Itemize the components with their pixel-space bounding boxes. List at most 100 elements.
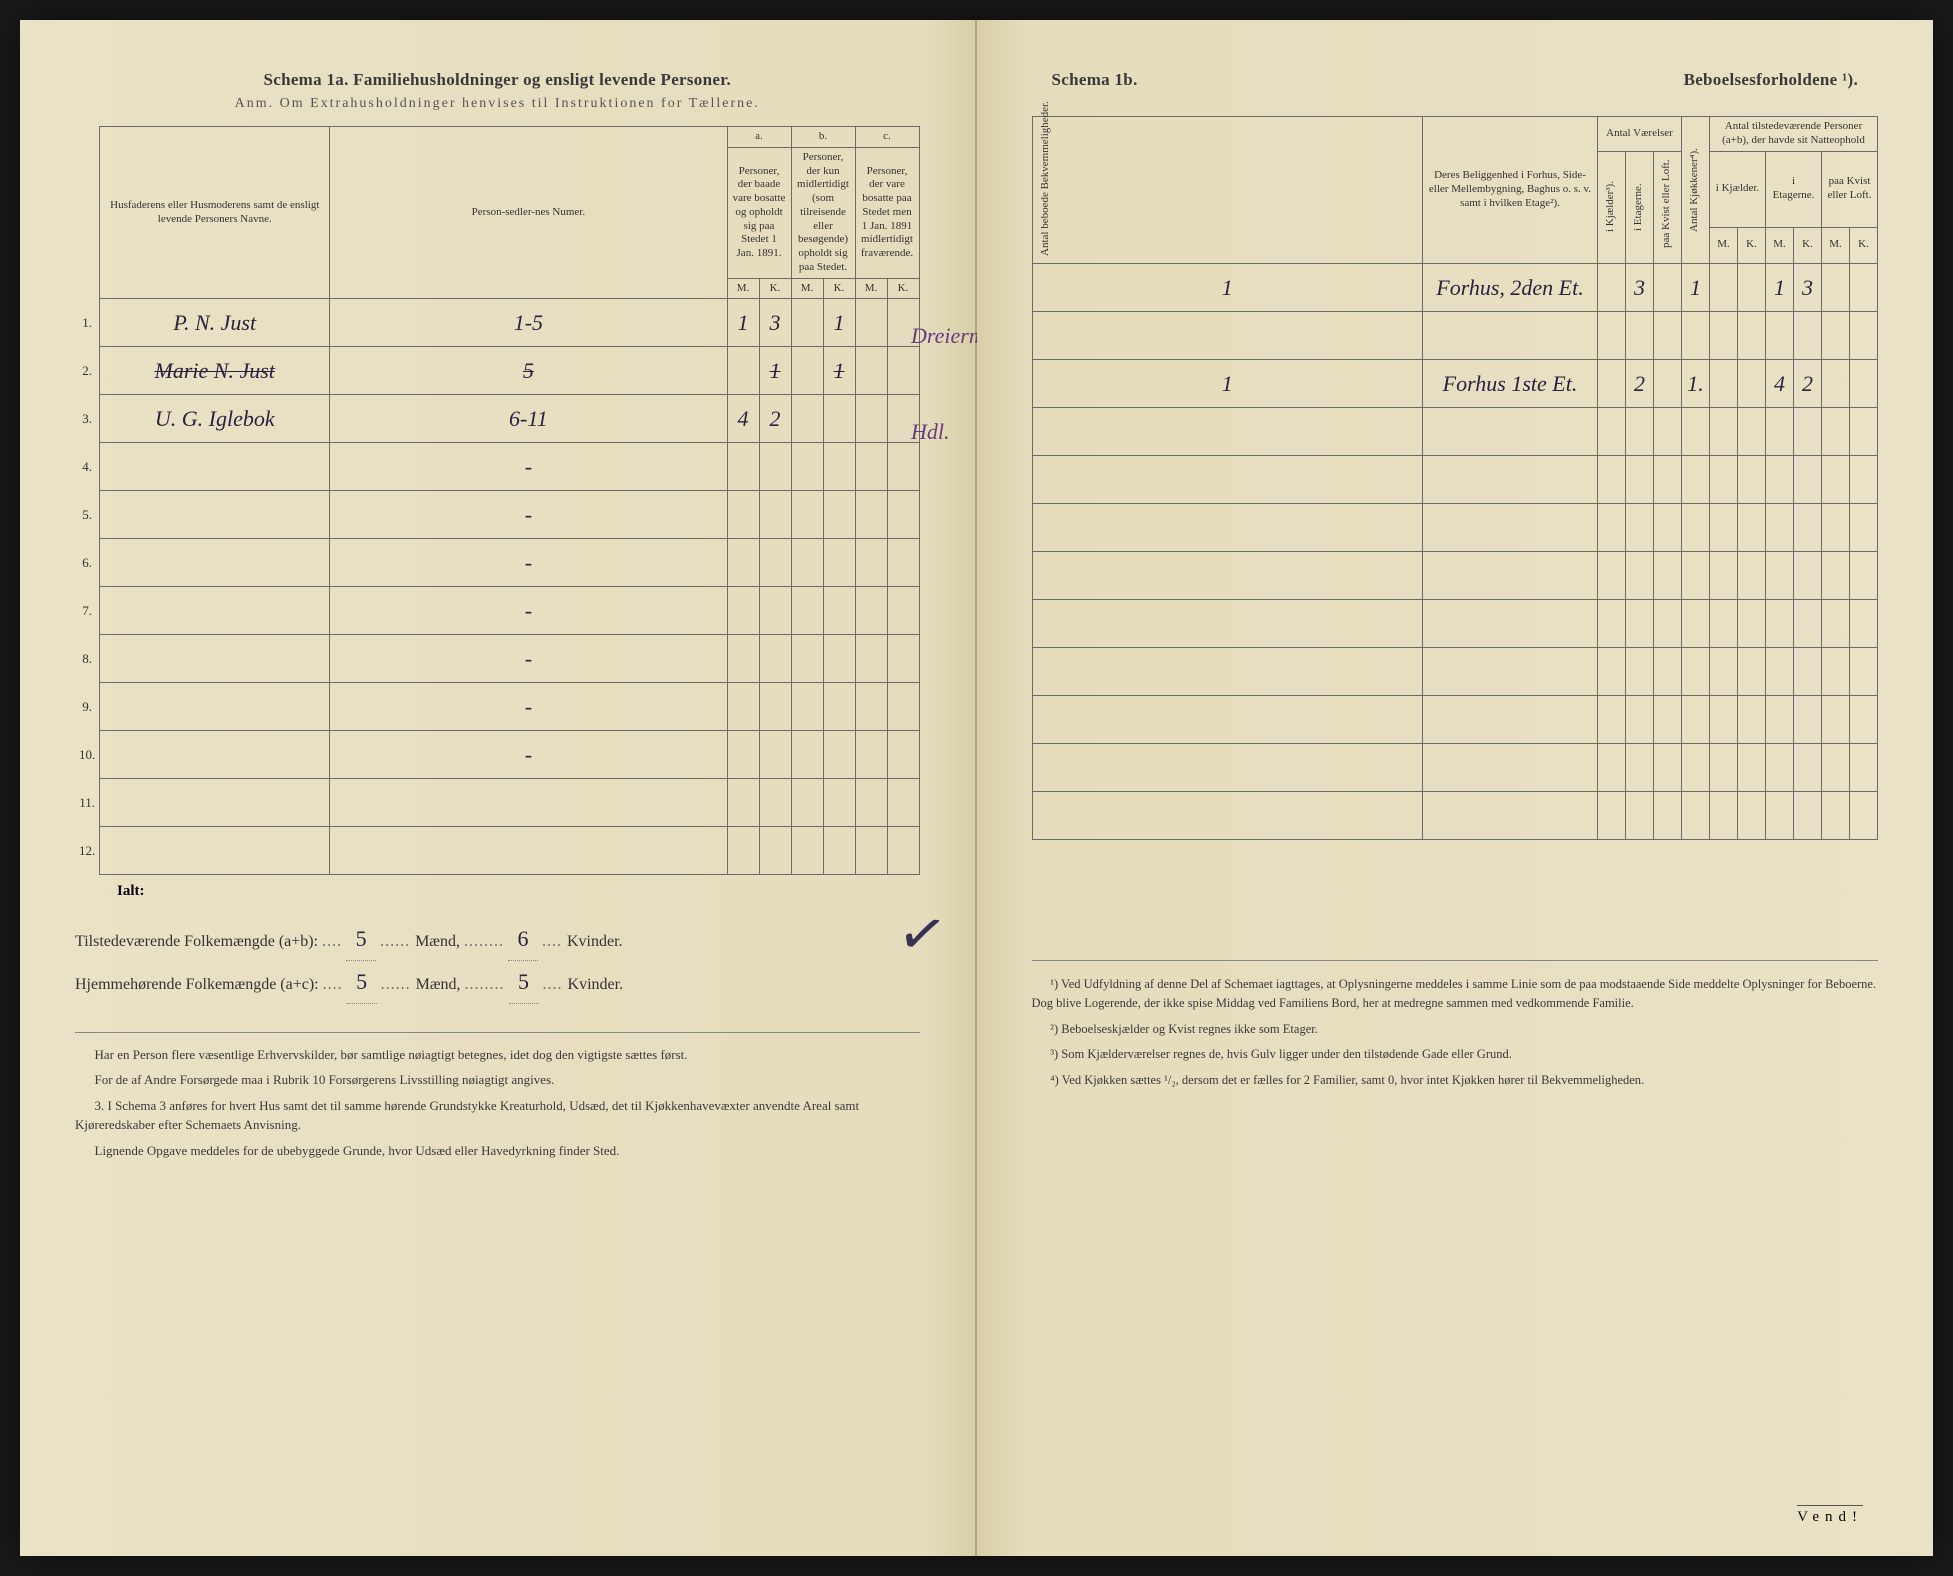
vend-label: Vend! [1797, 1505, 1863, 1526]
kj-k [1738, 264, 1766, 312]
kj-m [1710, 504, 1738, 552]
c-m [855, 299, 887, 347]
col-b-m: M. [791, 278, 823, 299]
kj-m [1710, 456, 1738, 504]
b-k [823, 635, 855, 683]
location [1423, 408, 1598, 456]
et-m [1766, 744, 1794, 792]
b-k [823, 395, 855, 443]
room-kv [1654, 264, 1682, 312]
room-et [1626, 696, 1654, 744]
b-m [791, 731, 823, 779]
person-num: - [330, 539, 727, 587]
c-m [855, 779, 887, 827]
name-cell [100, 635, 330, 683]
table-row: 6. - [75, 539, 919, 587]
footnote-2: For de af Andre Forsørgede maa i Rubrik … [75, 1070, 920, 1090]
location [1423, 504, 1598, 552]
kj-k [1738, 360, 1766, 408]
a-k [759, 587, 791, 635]
kv-m [1822, 312, 1850, 360]
name-cell [100, 731, 330, 779]
right-footnotes: ¹) Ved Udfyldning af denne Del af Schema… [1032, 960, 1879, 1090]
room-kv [1654, 600, 1682, 648]
name-cell [100, 587, 330, 635]
kv-k [1850, 456, 1878, 504]
schema-1a-title: Schema 1a. Familiehusholdninger og ensli… [75, 70, 920, 90]
b-k [823, 731, 855, 779]
location [1423, 792, 1598, 840]
total-ac-m: 5 [347, 961, 377, 1004]
location [1423, 552, 1598, 600]
row-number: 9. [75, 683, 100, 731]
kitchen [1682, 648, 1710, 696]
bekv [1032, 552, 1423, 600]
name-cell [100, 827, 330, 875]
room-et [1626, 744, 1654, 792]
c-m [855, 827, 887, 875]
b-k [823, 827, 855, 875]
kv-m [1822, 648, 1850, 696]
et-m [1766, 552, 1794, 600]
person-num: - [330, 443, 727, 491]
kitchen [1682, 312, 1710, 360]
b-m [791, 587, 823, 635]
location: Forhus, 2den Et. [1423, 264, 1598, 312]
total-ac-k: 5 [509, 961, 539, 1004]
kv-m [1822, 408, 1850, 456]
a-k: 3 [759, 299, 791, 347]
bekv [1032, 696, 1423, 744]
room-et [1626, 456, 1654, 504]
kj-k [1738, 312, 1766, 360]
a-m [727, 491, 759, 539]
c-k [887, 635, 919, 683]
et-k: 2 [1794, 360, 1822, 408]
kj-k [1738, 600, 1766, 648]
room-et [1626, 552, 1654, 600]
kv-k [1850, 600, 1878, 648]
col-kitchen: Antal Kjøkkener⁴). [1686, 120, 1704, 260]
et-k [1794, 600, 1822, 648]
c-k [887, 491, 919, 539]
bekv [1032, 456, 1423, 504]
col-a-label: a. [727, 127, 791, 148]
room-et [1626, 504, 1654, 552]
et-m: 4 [1766, 360, 1794, 408]
table-row: 8. - [75, 635, 919, 683]
bekv [1032, 600, 1423, 648]
b-m [791, 395, 823, 443]
col-c-label: c. [855, 127, 919, 148]
col-b-k: K. [823, 278, 855, 299]
kitchen [1682, 744, 1710, 792]
room-kv [1654, 696, 1682, 744]
kj-m [1710, 600, 1738, 648]
table-row [1032, 408, 1878, 456]
et-m [1766, 504, 1794, 552]
c-k: Dreierm. [887, 299, 919, 347]
row-number: 4. [75, 443, 100, 491]
room-kj [1598, 600, 1626, 648]
room-et [1626, 312, 1654, 360]
b-m [791, 635, 823, 683]
b-m [791, 491, 823, 539]
et-k: 3 [1794, 264, 1822, 312]
c-k [887, 347, 919, 395]
room-kj [1598, 360, 1626, 408]
table-row: 11. [75, 779, 919, 827]
person-num [330, 779, 727, 827]
room-kv [1654, 648, 1682, 696]
room-et [1626, 792, 1654, 840]
row-number: 11. [75, 779, 100, 827]
a-m [727, 539, 759, 587]
kv-k [1850, 744, 1878, 792]
kj-k [1738, 456, 1766, 504]
et-k [1794, 744, 1822, 792]
room-kv [1654, 360, 1682, 408]
room-kj [1598, 744, 1626, 792]
b-m [791, 299, 823, 347]
totals-block: Tilstedeværende Folkemængde (a+b): .... … [75, 918, 920, 1004]
col-names: Husfaderens eller Husmoderens samt de en… [100, 127, 330, 299]
name-cell [100, 683, 330, 731]
schema-1b-label: Schema 1b. [1052, 70, 1138, 90]
c-m [855, 539, 887, 587]
